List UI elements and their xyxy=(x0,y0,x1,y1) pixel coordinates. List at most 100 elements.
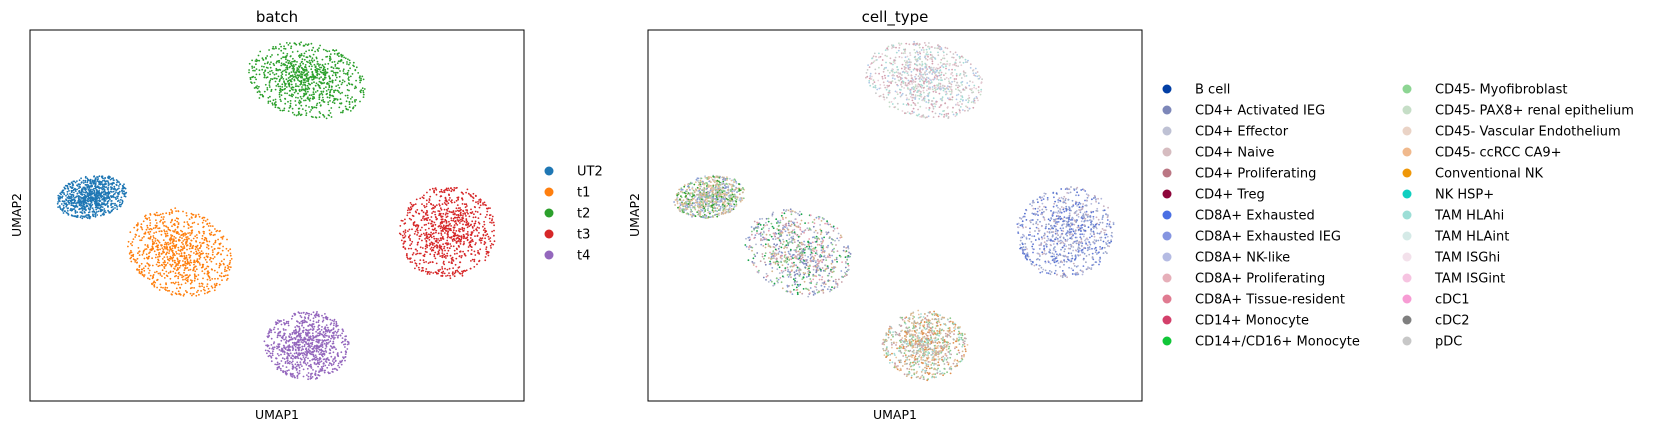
scatter-point xyxy=(305,329,308,332)
scatter-point xyxy=(215,263,218,265)
scatter-point xyxy=(482,202,484,205)
scatter-point xyxy=(341,328,344,331)
scatter-point xyxy=(434,223,437,226)
scatter-point xyxy=(94,199,97,202)
scatter-point xyxy=(443,220,445,223)
scatter-point xyxy=(307,61,309,64)
scatter-point xyxy=(94,212,97,215)
scatter-point xyxy=(168,211,171,214)
scatter-point xyxy=(57,201,59,203)
scatter-point xyxy=(428,236,431,239)
scatter-point xyxy=(336,62,339,65)
scatter-point xyxy=(277,333,279,335)
scatter-point xyxy=(184,264,187,267)
scatter-point xyxy=(271,347,274,350)
scatter-point xyxy=(107,195,110,198)
scatter-point xyxy=(408,217,411,220)
scatter-point xyxy=(462,229,465,232)
scatter-point xyxy=(319,333,322,335)
scatter-point xyxy=(297,311,300,314)
scatter-point xyxy=(301,86,303,88)
scatter-point xyxy=(416,250,419,252)
scatter-point xyxy=(295,368,298,371)
scatter-point xyxy=(105,196,108,199)
scatter-point xyxy=(303,79,305,82)
scatter-point xyxy=(174,207,177,210)
scatter-point xyxy=(312,87,315,90)
scatter-point xyxy=(105,203,107,206)
scatter-point xyxy=(266,87,269,89)
scatter-point xyxy=(429,242,431,245)
scatter-point xyxy=(461,272,464,275)
scatter-point xyxy=(117,195,119,198)
scatter-point xyxy=(414,203,417,206)
scatter-point xyxy=(287,320,290,323)
scatter-point xyxy=(469,240,472,243)
scatter-point xyxy=(314,91,317,93)
scatter-point xyxy=(440,271,443,274)
scatter-point xyxy=(452,245,455,248)
scatter-point xyxy=(210,246,213,248)
scatter-point xyxy=(323,101,326,103)
scatter-point xyxy=(280,45,282,48)
scatter-point xyxy=(269,95,271,98)
scatter-point xyxy=(58,199,60,202)
scatter-point xyxy=(269,66,272,69)
scatter-point xyxy=(426,219,429,222)
scatter-point xyxy=(297,79,299,81)
scatter-point xyxy=(270,329,273,332)
scatter-point xyxy=(186,291,188,294)
scatter-point xyxy=(203,292,206,295)
scatter-point xyxy=(207,287,210,290)
scatter-point xyxy=(160,233,163,236)
scatter-point xyxy=(460,191,463,194)
scatter-point xyxy=(172,245,175,248)
scatter-point xyxy=(305,114,308,117)
scatter-point xyxy=(673,201,675,203)
scatter-point xyxy=(294,71,296,74)
scatter-point xyxy=(72,189,75,192)
scatter-point xyxy=(82,182,85,184)
scatter-point xyxy=(419,229,422,232)
scatter-point xyxy=(334,336,336,339)
scatter-point xyxy=(93,191,96,193)
batch-legend-item-label: t1 xyxy=(577,186,590,201)
scatter-point xyxy=(81,190,83,193)
scatter-point xyxy=(456,204,459,207)
scatter-point xyxy=(438,212,441,215)
scatter-point xyxy=(410,247,413,250)
scatter-point xyxy=(344,73,347,75)
scatter-point xyxy=(455,241,458,244)
scatter-point xyxy=(404,218,406,221)
scatter-point xyxy=(151,240,154,243)
scatter-point xyxy=(84,215,86,218)
scatter-point xyxy=(214,233,216,236)
scatter-point xyxy=(304,109,307,112)
scatter-point xyxy=(361,87,364,90)
scatter-point xyxy=(81,217,84,220)
scatter-point xyxy=(453,187,456,189)
scatter-point xyxy=(107,199,110,202)
scatter-point xyxy=(299,80,302,83)
scatter-point xyxy=(293,42,296,44)
scatter-point xyxy=(112,190,115,193)
scatter-point xyxy=(326,316,329,319)
scatter-point xyxy=(96,194,98,197)
scatter-point xyxy=(256,59,259,62)
scatter-point xyxy=(328,341,330,344)
scatter-point xyxy=(442,237,444,240)
scatter-point xyxy=(340,59,343,62)
scatter-point xyxy=(315,356,318,358)
scatter-point xyxy=(283,47,285,50)
scatter-point xyxy=(177,217,180,220)
scatter-point xyxy=(446,255,449,257)
scatter-point xyxy=(197,274,200,276)
scatter-point xyxy=(86,181,89,184)
scatter-point xyxy=(325,361,328,363)
scatter-point xyxy=(441,275,444,277)
scatter-point xyxy=(202,277,204,280)
scatter-point xyxy=(297,321,299,323)
scatter-point xyxy=(352,61,355,64)
scatter-point xyxy=(301,345,304,348)
